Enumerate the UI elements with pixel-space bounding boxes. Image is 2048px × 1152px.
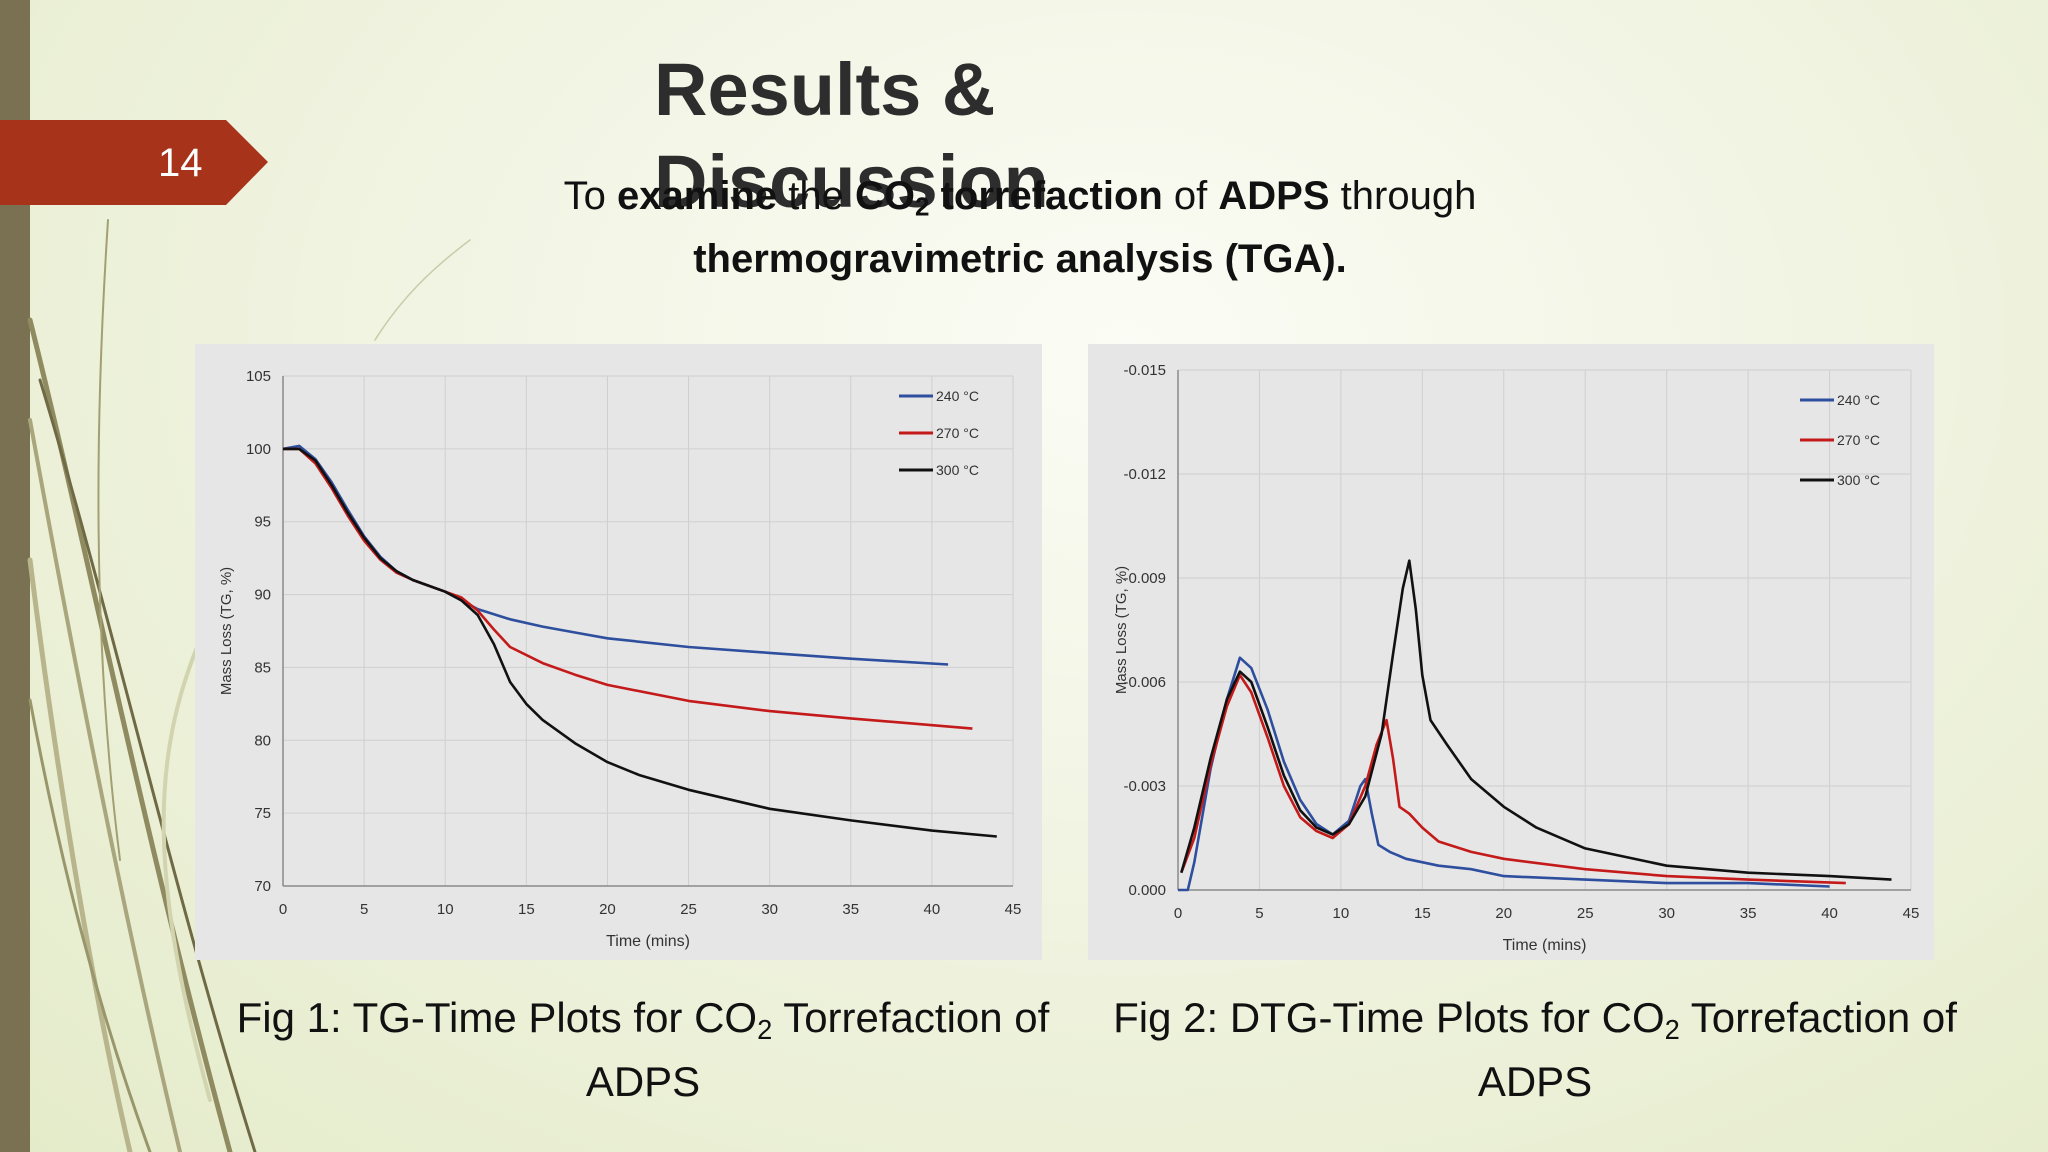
subtitle-text: To [563,174,618,218]
legend-label: 240 °C [1837,392,1880,408]
subtitle-bold: examine [617,174,778,218]
subtitle-text: of [1162,174,1219,218]
x-axis-title: Time (mins) [606,933,690,950]
subtitle-bold: thermogravimetric analysis (TGA). [693,236,1347,281]
caption-text: Fig 1: TG-Time Plots for CO [236,994,758,1041]
figure-1-caption: Fig 1: TG-Time Plots for CO2 Torrefactio… [203,992,1083,1108]
y-tick-label: 90 [254,587,271,604]
x-tick-label: 25 [680,901,697,918]
legend-label: 270 °C [1837,432,1880,448]
x-tick-label: 15 [1414,905,1431,922]
x-tick-label: 5 [360,901,368,918]
y-tick-label: -0.003 [1123,778,1166,795]
subtitle-text: through [1329,174,1477,218]
caption-subscript: 2 [757,1013,773,1045]
x-tick-label: 30 [761,901,778,918]
series-line [283,447,973,730]
y-tick-label: 0.000 [1128,882,1166,899]
x-tick-label: 10 [1333,905,1350,922]
y-tick-label: 95 [254,514,271,531]
x-axis-title: Time (mins) [1503,937,1587,954]
subtitle-bold: CO [854,174,915,218]
legend-label: 270 °C [936,425,979,441]
x-tick-label: 15 [518,901,535,918]
x-tick-label: 30 [1658,905,1675,922]
slide-number-flag [0,120,268,205]
y-tick-label: 85 [254,659,271,676]
x-tick-label: 40 [1821,905,1838,922]
x-tick-label: 10 [437,901,454,918]
subtitle-bold: ADPS [1218,174,1330,218]
x-tick-label: 40 [924,901,941,918]
subtitle-line-2: thermogravimetric analysis (TGA). [380,233,1660,285]
y-tick-label: 70 [254,878,271,895]
x-tick-label: 5 [1255,905,1263,922]
subtitle-bold: torrefaction [929,174,1163,218]
dtg-chart-svg: 0 5 10 15 20 25 30 35 40 45 0.000 -0.003 -0.006 -0.00… [1113,362,1920,954]
subtitle-subscript: 2 [914,191,930,222]
y-tick-label: -0.006 [1123,674,1166,691]
caption-text: Torrefaction of ADPS [585,994,1050,1105]
y-axis-title: Mass Loss (TG, %) [218,567,235,695]
figure-2-caption: Fig 2: DTG-Time Plots for CO2 Torrefacti… [1095,992,1975,1108]
series-line [283,447,997,838]
dtg-time-chart: 0 5 10 15 20 25 30 35 40 45 0.000 -0.003 -0.006 -0.00… [1088,344,1934,960]
legend-label: 300 °C [1837,472,1880,488]
tg-time-chart: 0 5 10 15 20 25 30 35 40 45 70 75 80 85 90 95 100 105 Time… [195,344,1042,960]
x-tick-label: 20 [599,901,616,918]
subtitle-text: the [777,174,855,218]
y-tick-label: 100 [246,441,271,458]
x-tick-label: 0 [279,901,287,918]
slide-title: Results & Discussion [654,48,1049,223]
legend-label: 300 °C [936,462,979,478]
x-tick-label: 35 [1740,905,1757,922]
y-tick-label: 80 [254,732,271,749]
y-tick-label: -0.015 [1123,362,1166,379]
slide-number: 14 [158,141,203,185]
y-tick-label: -0.012 [1123,466,1166,483]
series-line [282,444,949,666]
series-line [1180,559,1892,881]
x-tick-label: 35 [842,901,859,918]
tg-chart-svg: 0 5 10 15 20 25 30 35 40 45 70 75 80 85 90 95 100 105 Time… [218,368,1022,950]
y-axis-title: Mass Loss (TG, %) [1113,566,1130,694]
y-tick-label: 75 [254,805,271,822]
x-tick-label: 45 [1903,905,1920,922]
x-tick-label: 45 [1005,901,1022,918]
y-tick-label: -0.009 [1123,570,1166,587]
caption-text: Torrefaction of ADPS [1477,994,1957,1105]
subtitle-line-1: To examine the CO2 torrefaction of ADPS … [380,170,1660,233]
caption-subscript: 2 [1664,1013,1680,1045]
x-tick-label: 20 [1495,905,1512,922]
caption-text: Fig 2: DTG-Time Plots for CO [1113,994,1665,1041]
series-line [1180,673,1846,885]
decorative-grass-lines [27,219,471,1152]
x-tick-label: 0 [1174,905,1182,922]
slide-subtitle: To examine the CO2 torrefaction of ADPS … [380,170,1660,285]
x-tick-label: 25 [1577,905,1594,922]
legend-label: 240 °C [936,388,979,404]
y-tick-label: 105 [246,368,271,385]
